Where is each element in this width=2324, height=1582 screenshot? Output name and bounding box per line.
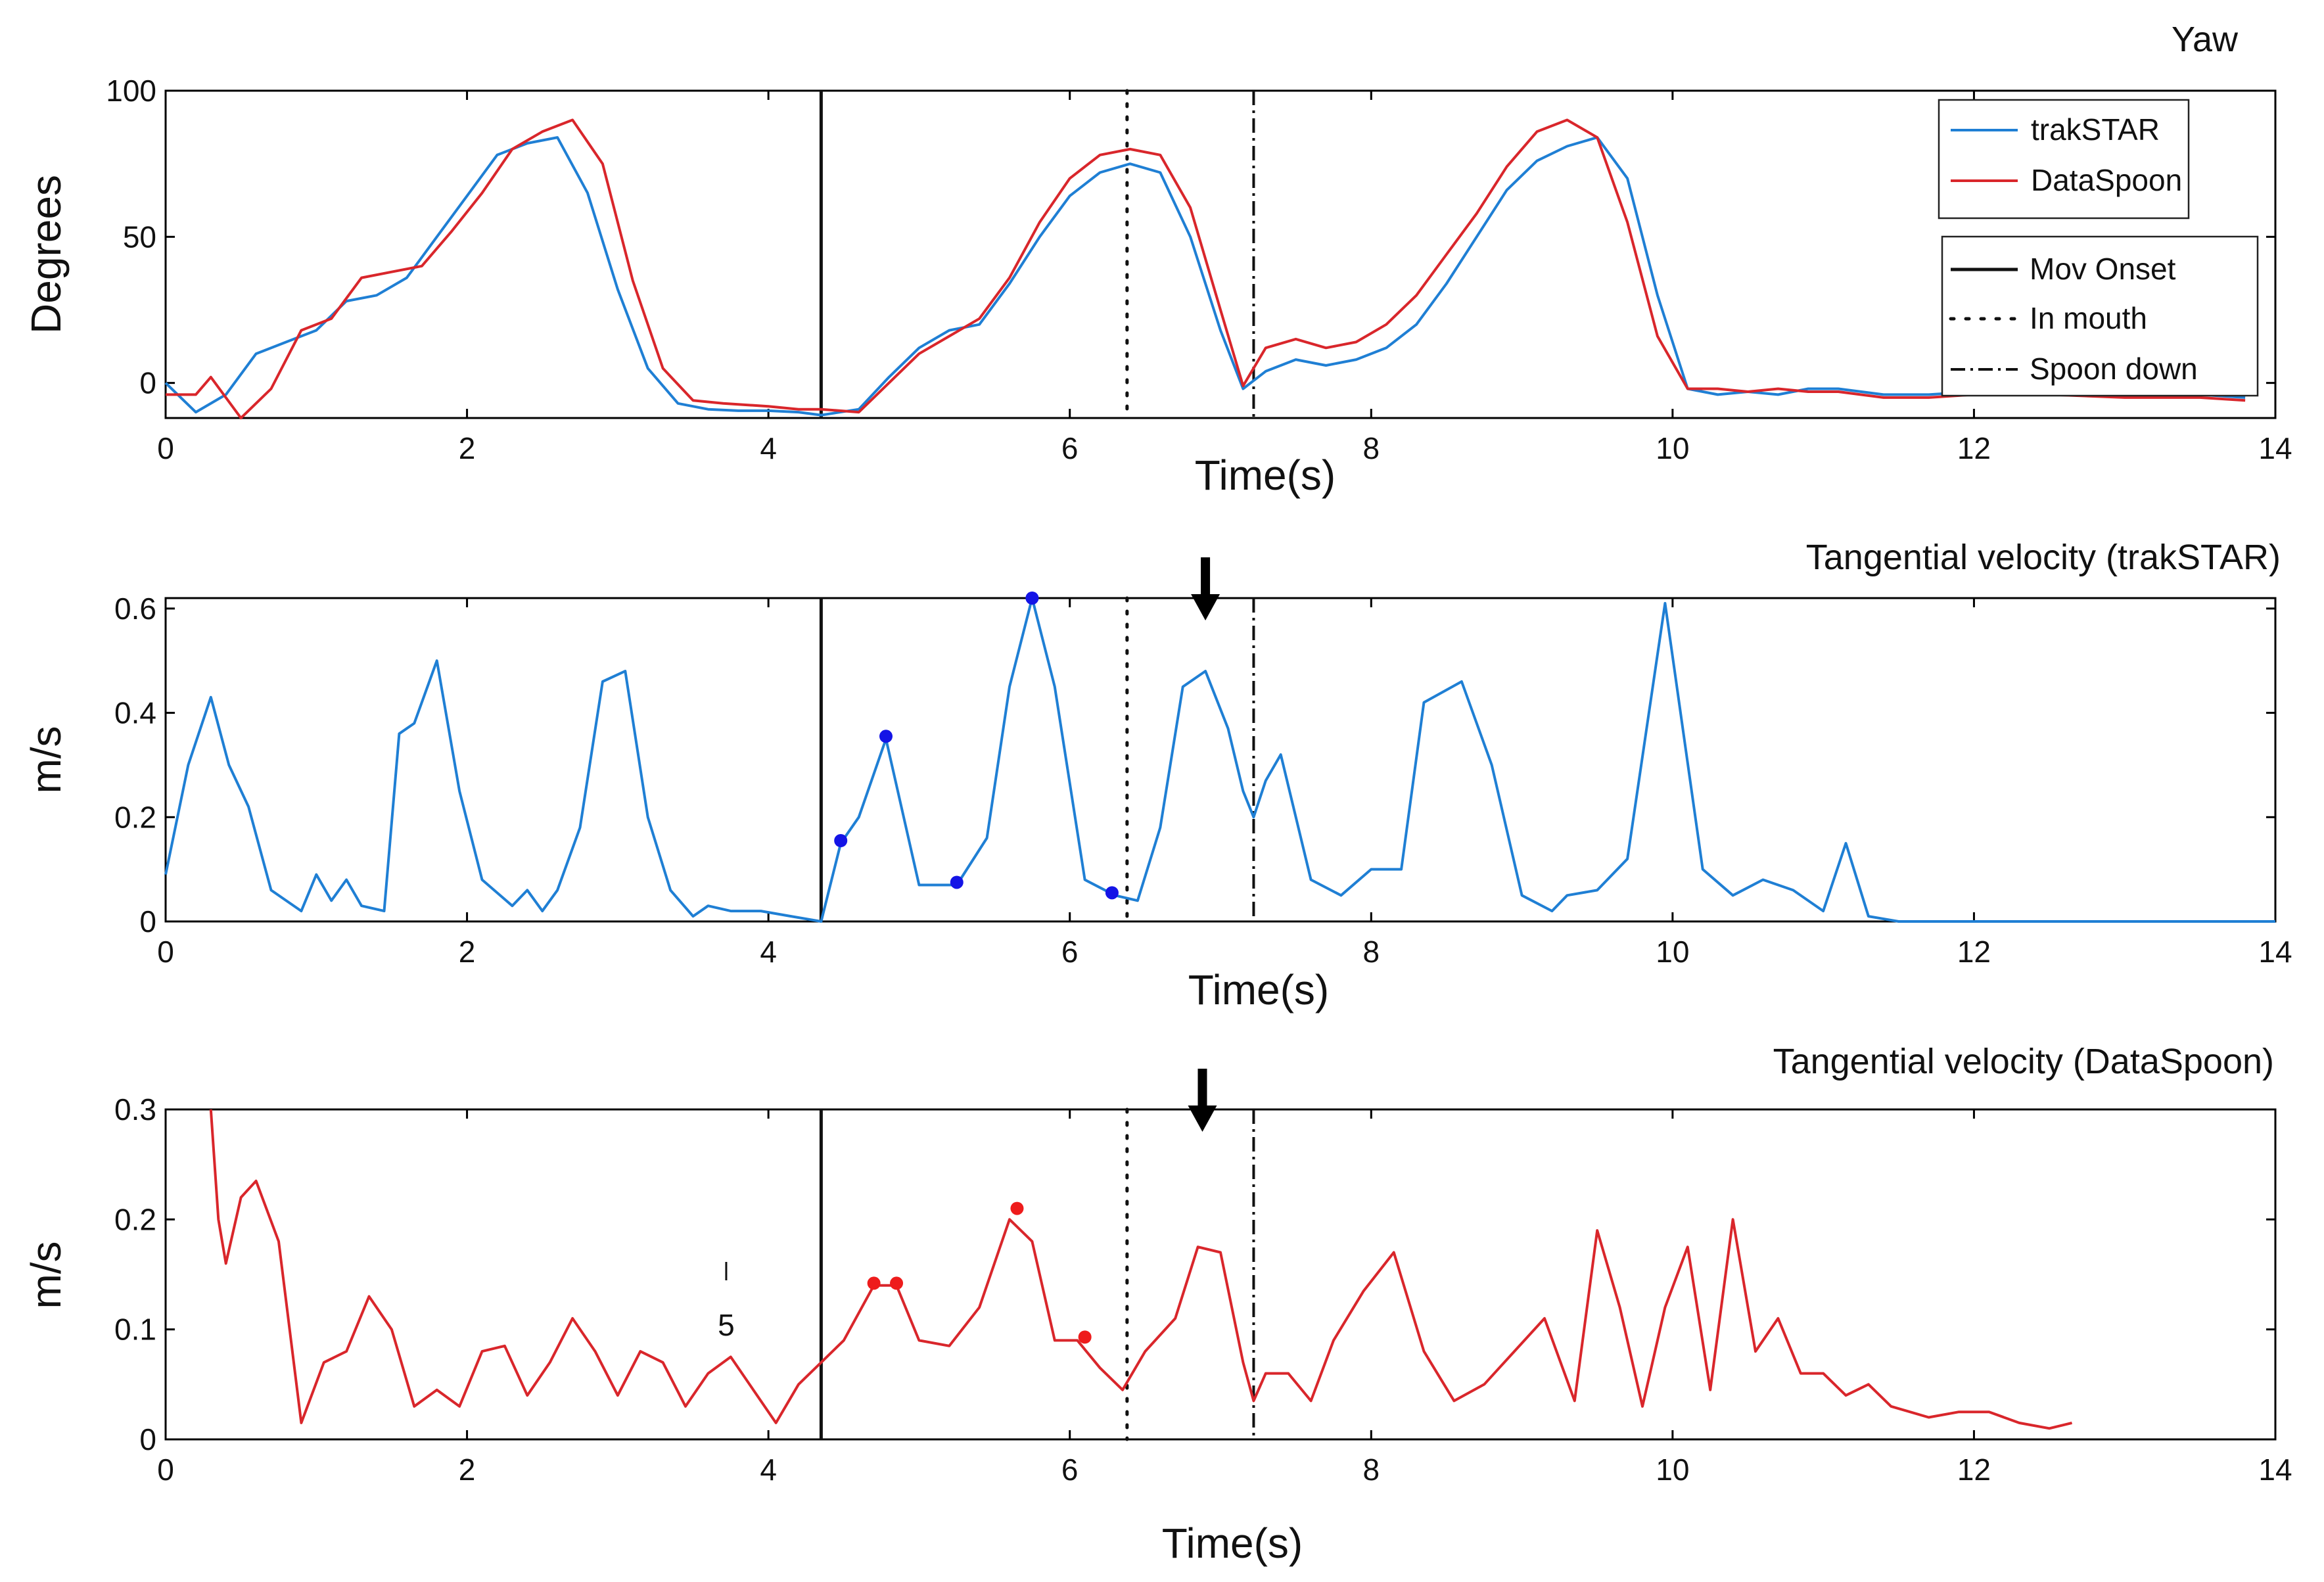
y-tick-label: 0.2: [114, 1202, 156, 1236]
events-legend-box: [1941, 235, 2259, 397]
x-tick-label: 6: [1061, 1453, 1079, 1487]
y-tick-label: 0: [139, 1422, 156, 1456]
peak-marker: [890, 1276, 904, 1290]
trakstar-velocity-title: Tangential velocity (trakSTAR): [1806, 538, 2281, 577]
y-tick-label: 0.3: [114, 1092, 156, 1127]
yaw-ticks: 0 2 4 6 8 10 12 14 0 50 100: [106, 74, 2292, 465]
dataspoon-series: [209, 1109, 2072, 1430]
series-line-trakstar: [164, 597, 2275, 923]
peak-marker: [1010, 1201, 1024, 1215]
peak-marker: [834, 834, 848, 847]
series-line-dataspoon: [166, 118, 2246, 419]
trakstar-event-lines: [819, 596, 1255, 923]
y-tick-label: 50: [123, 220, 156, 254]
x-tick-label: 10: [1656, 1453, 1689, 1487]
peak-marker: [1078, 1330, 1092, 1344]
annotation-5: 5: [718, 1262, 735, 1342]
annotation-label: 5: [718, 1308, 735, 1342]
trakstar-velocity-panel: Tangential velocity (trakSTAR) 0 2 4 6 8 10 12…: [22, 538, 2292, 1013]
x-tick-label: 14: [2258, 1453, 2292, 1487]
dataspoon-x-axis-label: Time(s): [1162, 1520, 1303, 1567]
dataspoon-velocity-panel: Tangential velocity (DataSpoon) 0 2 4 6 8 10 1…: [22, 1042, 2292, 1567]
peak-marker: [879, 730, 893, 743]
dataspoon-plot-frame: [164, 1108, 2277, 1441]
x-tick-label: 2: [459, 431, 476, 465]
series-line-dataspoon: [209, 1109, 2072, 1430]
x-tick-label: 0: [157, 431, 174, 465]
x-tick-label: 2: [459, 935, 476, 969]
trakstar-series: [164, 597, 2275, 923]
yaw-series: [164, 118, 2246, 419]
trakstar-y-axis-label: m/s: [22, 726, 70, 793]
x-tick-label: 10: [1656, 431, 1689, 465]
series-legend-box: [1938, 99, 2190, 220]
y-tick-label: 100: [106, 74, 156, 108]
y-tick-label: 0.6: [114, 592, 156, 626]
legend-label-dataspoon: DataSpoon: [2031, 163, 2182, 197]
x-tick-label: 14: [2258, 431, 2292, 465]
x-tick-label: 4: [760, 935, 777, 969]
x-tick-label: 14: [2258, 935, 2292, 969]
legend-label-mov-onset: Mov Onset: [2030, 252, 2176, 286]
legend-label-spoon-down: Spoon down: [2030, 352, 2198, 386]
x-tick-label: 6: [1061, 935, 1079, 969]
dataspoon-peak-markers: [867, 1201, 1092, 1344]
y-tick-label: 0.1: [114, 1313, 156, 1347]
y-tick-label: 0.4: [114, 696, 156, 730]
arrow-head: [1188, 1105, 1217, 1132]
series-legend: trakSTAR DataSpoon: [1938, 99, 2190, 220]
yaw-y-axis-label: Degrees: [22, 175, 70, 334]
dataspoon-down-arrow: [1188, 1069, 1217, 1132]
trakstar-x-axis-label: Time(s): [1188, 966, 1329, 1013]
peak-marker: [950, 875, 964, 889]
x-tick-label: 12: [1957, 935, 1991, 969]
y-tick-label: 0.2: [114, 800, 156, 834]
x-tick-label: 2: [459, 1453, 476, 1487]
series-line-trakstar: [164, 136, 2246, 417]
dataspoon-ticks: 0 2 4 6 8 10 12 14 0 0.1 0.2 0.3: [114, 1092, 2292, 1487]
x-tick-label: 4: [760, 1453, 777, 1487]
x-tick-label: 0: [157, 935, 174, 969]
x-tick-label: 4: [760, 431, 777, 465]
x-tick-label: 8: [1362, 431, 1380, 465]
x-tick-label: 8: [1362, 935, 1380, 969]
yaw-panel: Yaw 0 2 4 6 8 10 12 14 0 50 100 Degrees Time(s) tr…: [22, 20, 2292, 499]
y-tick-label: 0: [139, 366, 156, 400]
yaw-x-axis-label: Time(s): [1195, 452, 1336, 499]
peak-marker: [867, 1276, 881, 1290]
dataspoon-y-axis-label: m/s: [22, 1241, 70, 1309]
x-tick-label: 8: [1362, 1453, 1380, 1487]
x-tick-label: 6: [1061, 431, 1079, 465]
x-tick-label: 12: [1957, 1453, 1991, 1487]
trakstar-down-arrow: [1191, 557, 1220, 620]
x-tick-label: 12: [1957, 431, 1991, 465]
events-legend: Mov Onset In mouth Spoon down: [1941, 235, 2259, 397]
x-tick-label: 0: [157, 1453, 174, 1487]
yaw-event-lines: [819, 89, 1255, 420]
y-tick-label: 0: [139, 904, 156, 939]
arrow-head: [1191, 594, 1220, 620]
legend-label-in-mouth: In mouth: [2030, 301, 2147, 335]
trakstar-ticks: 0 2 4 6 8 10 12 14 0 0.2 0.4 0.6: [114, 592, 2292, 969]
trakstar-peak-markers: [834, 592, 1119, 900]
dataspoon-velocity-title: Tangential velocity (DataSpoon): [1773, 1042, 2274, 1081]
trakstar-plot-frame: [164, 597, 2277, 923]
peak-marker: [1025, 592, 1039, 605]
yaw-title: Yaw: [2172, 20, 2239, 59]
peak-marker: [1105, 886, 1119, 900]
x-tick-label: 10: [1656, 935, 1689, 969]
legend-label-trakstar: trakSTAR: [2031, 112, 2160, 147]
